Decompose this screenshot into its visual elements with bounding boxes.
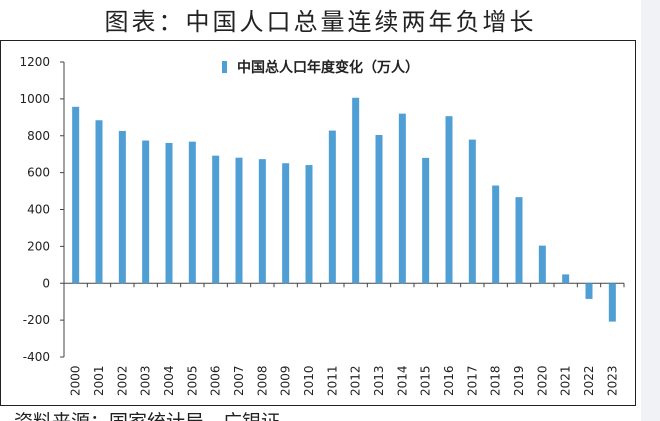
bar-2001 <box>95 120 103 284</box>
y-axis: -400 -200 0 200 400 600 800 1000 1200 <box>19 55 65 364</box>
x-tick-label: 2010 <box>302 365 316 396</box>
legend-swatch <box>222 61 227 73</box>
bar-2011 <box>328 130 336 284</box>
bar-2013 <box>375 135 383 284</box>
legend-label: 中国总人口年度变化（万人） <box>237 59 419 76</box>
y-tick-label: 400 <box>27 203 50 217</box>
y-tick-label: -400 <box>23 350 50 364</box>
x-tick-label: 2018 <box>489 365 503 396</box>
bar-2003 <box>142 140 150 284</box>
y-tick-label: -200 <box>23 313 50 327</box>
x-tick-label: 2001 <box>92 365 106 396</box>
bar-2016 <box>445 116 453 284</box>
bar-2014 <box>398 113 406 284</box>
bar-2012 <box>352 97 360 284</box>
x-tick-label: 2014 <box>395 365 409 396</box>
x-tick-label: 2020 <box>535 365 549 396</box>
legend: 中国总人口年度变化（万人） <box>222 59 419 76</box>
x-tick-label: 2008 <box>255 365 269 396</box>
bar-2021 <box>562 274 570 284</box>
bar-2010 <box>305 165 313 284</box>
x-tick-label: 2007 <box>232 365 246 396</box>
bar-2020 <box>538 245 546 284</box>
bar-2007 <box>235 157 243 284</box>
x-tick-label: 2021 <box>559 365 573 396</box>
x-tick-label: 2009 <box>279 365 293 396</box>
x-tick-label: 2011 <box>325 365 339 396</box>
page-title: 图表：中国人口总量连续两年负增长 <box>104 8 537 36</box>
x-tick-label: 2006 <box>209 365 223 396</box>
x-tick-label: 2002 <box>115 365 129 396</box>
bar-2019 <box>515 197 523 284</box>
bar-2018 <box>492 185 500 284</box>
y-tick-label: 1200 <box>19 55 50 69</box>
x-tick-label: 2023 <box>605 365 619 396</box>
right-margin-strip <box>641 0 660 421</box>
chart-frame <box>0 40 636 406</box>
bar-2006 <box>212 155 220 284</box>
y-tick-label: 0 <box>42 276 50 290</box>
x-axis: 2000 2001 2002 2003 2004 2005 2006 2007 2008 2009… <box>63 282 625 396</box>
bar-2000 <box>72 106 80 284</box>
x-tick-label: 2004 <box>162 365 176 396</box>
y-tick-label: 1000 <box>19 92 50 106</box>
bar-2004 <box>165 142 173 284</box>
bar-2009 <box>282 163 290 284</box>
x-tick-label: 2017 <box>465 365 479 396</box>
bar-2002 <box>118 130 126 284</box>
bar-series <box>72 97 616 322</box>
x-tick-label: 2013 <box>372 365 386 396</box>
y-tick-label: 800 <box>27 129 50 143</box>
x-tick-label: 2015 <box>419 365 433 396</box>
bar-2017 <box>468 139 476 284</box>
x-tick-label: 2019 <box>512 365 526 396</box>
x-tick-label: 2016 <box>442 365 456 396</box>
x-tick-label: 2022 <box>582 365 596 396</box>
bar-2023 <box>608 283 616 322</box>
bar-2005 <box>188 141 196 284</box>
bar-2015 <box>422 157 430 284</box>
x-tick-label: 2000 <box>69 365 83 396</box>
x-tick-label: 2005 <box>185 365 199 396</box>
x-tick-label: 2012 <box>349 365 363 396</box>
bar-2022 <box>585 283 593 299</box>
bar-2008 <box>258 159 266 284</box>
y-tick-label: 200 <box>27 239 50 253</box>
x-tick-label: 2003 <box>139 365 153 396</box>
source-note: 资料来源：国家统计局，广银证 <box>14 407 280 421</box>
y-tick-label: 600 <box>27 166 50 180</box>
